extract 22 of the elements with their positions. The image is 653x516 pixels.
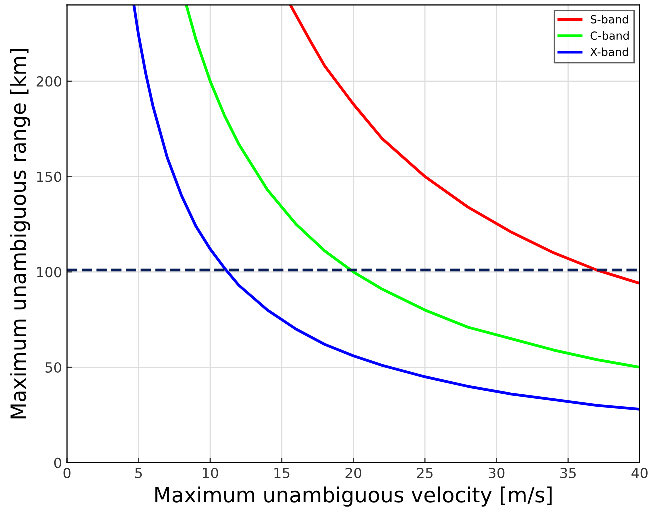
x-tick-label: 35 — [560, 468, 576, 478]
y-tick-label: 200 — [36, 76, 62, 87]
line-series — [132, 5, 640, 411]
y-tick-label: 0 — [54, 458, 62, 468]
x-tick-label: 25 — [417, 468, 433, 478]
legend-label: C-band — [590, 31, 629, 40]
y-tick-label: 100 — [37, 267, 62, 278]
x-tick-label: 5 — [136, 468, 142, 478]
line-series — [185, 5, 640, 369]
legend-label: S-band — [590, 15, 628, 24]
y-axis-title: Maximum unambiguous range [km] — [10, 49, 30, 419]
x-tick-label: 30 — [488, 468, 505, 478]
y-tick-label: 150 — [37, 172, 62, 182]
y-tick-label: 50 — [46, 362, 62, 373]
x-tick-label: 15 — [274, 468, 290, 478]
x-tick-label: 0 — [64, 468, 71, 478]
x-axis-title: Maximum unambiguous velocity [m/s] — [156, 486, 552, 507]
x-tick-label: 20 — [346, 468, 362, 478]
x-tick-label: 40 — [632, 468, 648, 478]
line-series — [289, 5, 640, 285]
legend-label: X-band — [590, 48, 628, 56]
x-tick-label: 10 — [203, 468, 218, 478]
